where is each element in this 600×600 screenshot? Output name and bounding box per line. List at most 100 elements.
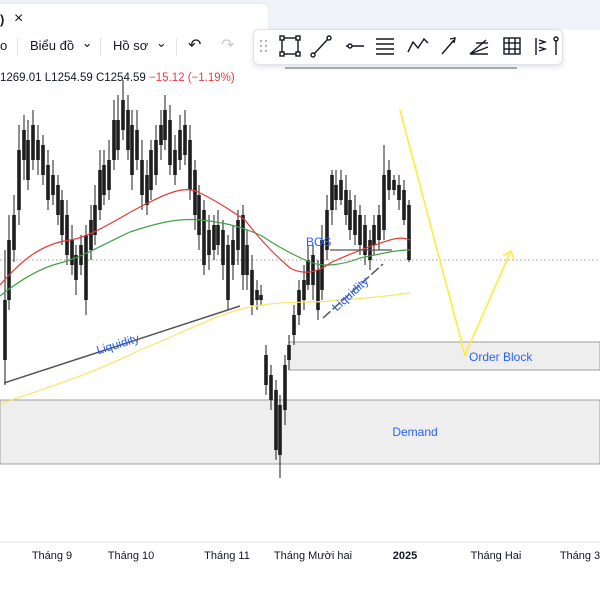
fib-retracement-icon[interactable] [376,38,394,55]
candle[interactable] [51,175,55,195]
pin-icon[interactable] [553,36,559,55]
drag-handle-icon[interactable] [259,39,268,53]
trend-line-icon[interactable] [310,35,332,58]
candle[interactable] [292,315,296,335]
candle[interactable] [102,165,106,195]
candle[interactable] [22,130,26,160]
candle[interactable] [250,270,254,305]
candle[interactable] [311,255,315,285]
brush-icon[interactable] [441,37,456,55]
candle[interactable] [168,120,172,165]
candle[interactable] [283,365,287,410]
candle[interactable] [358,215,362,245]
candle[interactable] [126,110,130,150]
candle[interactable] [107,160,111,190]
candle[interactable] [245,245,249,275]
candle[interactable] [255,290,259,300]
candle[interactable] [159,125,163,145]
candle[interactable] [212,225,216,250]
candle[interactable] [116,120,120,150]
candle[interactable] [130,125,134,175]
candle[interactable] [216,225,220,245]
candle[interactable] [98,170,102,210]
candle[interactable] [183,125,187,155]
candle[interactable] [193,170,197,215]
candle[interactable] [259,295,263,300]
chart-tab[interactable]: ) × [0,4,268,30]
xabcd-pattern-icon[interactable] [407,37,429,53]
candle[interactable] [197,195,201,235]
projection-path[interactable] [399,109,511,358]
price-chart[interactable]: Liquidity Liquidity BOS Order Block Dema… [0,60,600,600]
candle[interactable] [334,185,338,200]
demand-zone[interactable] [0,399,600,465]
close-icon[interactable]: × [14,10,24,27]
candle[interactable] [154,140,158,175]
candle[interactable] [121,100,125,130]
liquidity-line-2[interactable] [322,263,384,319]
candle[interactable] [188,140,192,190]
candle[interactable] [269,375,273,400]
candle[interactable] [330,175,334,210]
candle[interactable] [221,230,225,265]
candle[interactable] [41,145,45,175]
candle[interactable] [12,215,16,250]
candle[interactable] [397,185,401,200]
candle[interactable] [36,140,40,160]
fib-fan-icon[interactable] [469,39,489,55]
candle[interactable] [382,175,386,230]
candle[interactable] [207,230,211,255]
candle[interactable] [316,270,320,310]
forecast-icon[interactable] [535,38,548,55]
candle[interactable] [344,190,348,215]
candle[interactable] [145,175,149,205]
grid-icon[interactable] [503,37,521,55]
candle[interactable] [387,170,391,190]
undo-icon[interactable]: ↶ [188,37,202,54]
candle[interactable] [74,255,78,280]
candle[interactable] [353,210,357,235]
candle[interactable] [89,220,93,250]
candle[interactable] [339,180,343,200]
chart-type-button[interactable]: Biểu đồ ⌄ [30,35,93,54]
horizontal-ray-icon[interactable] [346,43,364,49]
candle[interactable] [65,215,69,255]
candle[interactable] [93,205,97,235]
candle[interactable] [70,240,74,265]
rectangle-tool-icon[interactable] [279,35,301,57]
candle[interactable] [56,185,60,215]
candle[interactable] [348,200,352,230]
redo-icon[interactable]: ↷ [221,37,235,54]
candle[interactable] [325,210,329,250]
candle[interactable] [278,405,282,455]
candle[interactable] [372,225,376,245]
candle[interactable] [135,130,139,160]
candle[interactable] [392,180,396,190]
candle[interactable] [407,205,411,260]
candle[interactable] [363,225,367,255]
candle[interactable] [231,240,235,265]
candle[interactable] [173,150,177,175]
candle[interactable] [31,125,35,160]
liquidity-line-1[interactable] [3,305,241,384]
candle[interactable] [236,220,240,250]
candle[interactable] [26,140,30,180]
candle[interactable] [7,240,11,300]
candle[interactable] [46,165,50,200]
candle[interactable] [287,345,291,360]
candle[interactable] [149,150,153,190]
candle[interactable] [163,110,167,140]
candle[interactable] [17,150,21,210]
candle[interactable] [84,235,88,300]
candle[interactable] [3,300,7,360]
order-block-zone[interactable] [288,341,600,371]
toolbar-item-partial[interactable]: o [0,38,8,53]
candle[interactable] [377,215,381,240]
candle[interactable] [264,355,268,385]
candle[interactable] [241,215,245,275]
candle[interactable] [274,390,278,450]
candle[interactable] [302,280,306,300]
candle[interactable] [112,120,116,160]
candle[interactable] [202,210,206,265]
candle[interactable] [60,200,64,235]
